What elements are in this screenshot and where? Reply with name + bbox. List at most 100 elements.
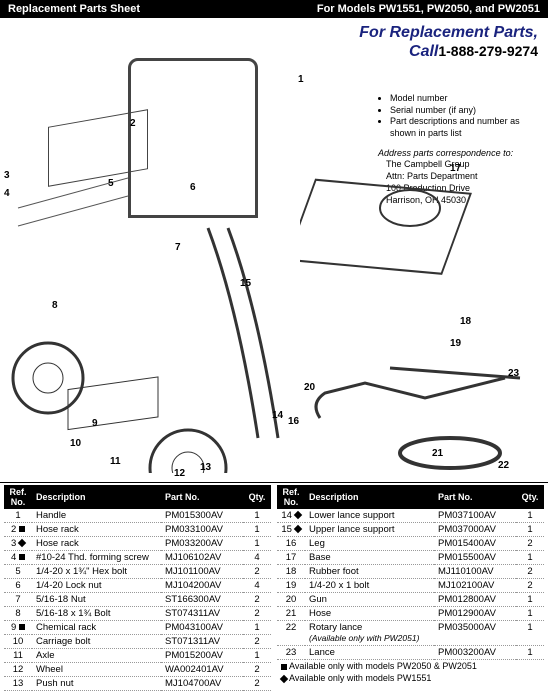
- cell-desc: 1/4-20 Lock nut: [32, 579, 161, 593]
- table-row: 5 1/4-20 x 1¾" Hex boltMJ101100AV2: [4, 565, 271, 579]
- cell-desc: Handle: [32, 509, 161, 523]
- cell-desc: Lower lance support: [305, 509, 434, 523]
- callout-10: 10: [70, 438, 81, 449]
- table-row: 15 Upper lance supportPM037000AV1: [277, 523, 544, 537]
- cell-partno: MJ106102AV: [161, 551, 243, 565]
- th-ref: Ref.No.: [4, 485, 32, 509]
- callout-16: 16: [288, 416, 299, 427]
- cell-desc: 5/16-18 Nut: [32, 593, 161, 607]
- table-row: 2 Hose rackPM033100AV1: [4, 523, 271, 537]
- parts-tables: Ref.No. Description Part No. Qty. 1 Hand…: [0, 483, 548, 699]
- info-bullet: Model number: [390, 93, 538, 105]
- cell-ref: 22: [277, 621, 305, 646]
- table-row: 10 Carriage boltST071311AV2: [4, 635, 271, 649]
- table-row: 8 5/16-18 x 1¾ BoltST074311AV2: [4, 607, 271, 621]
- cell-ref: 7: [4, 593, 32, 607]
- callout-15: 15: [240, 278, 251, 289]
- cell-desc: Leg: [305, 537, 434, 551]
- table-left: Ref.No. Description Part No. Qty. 1 Hand…: [4, 485, 271, 691]
- table-row: 11 AxlePM015200AV1: [4, 649, 271, 663]
- addr-title: Address parts correspondence to:: [378, 148, 538, 160]
- cell-partno: PM033100AV: [161, 523, 243, 537]
- diagram-area: For Replacement Parts, Call1-888-279-927…: [0, 18, 548, 483]
- cell-partno: ST074311AV: [161, 607, 243, 621]
- cell-qty: 2: [243, 607, 271, 621]
- cell-ref: 20: [277, 593, 305, 607]
- cell-partno: ST071311AV: [161, 635, 243, 649]
- cell-ref: 23: [277, 646, 305, 660]
- cell-qty: 2: [516, 537, 544, 551]
- callout-7: 7: [175, 242, 181, 253]
- cell-desc: Hose rack: [32, 523, 161, 537]
- cell-partno: MJ104200AV: [161, 579, 243, 593]
- cell-qty: 1: [516, 551, 544, 565]
- info-bullet: Serial number (if any): [390, 105, 538, 117]
- cell-desc: Upper lance support: [305, 523, 434, 537]
- cell-ref: 16: [277, 537, 305, 551]
- call-block: For Replacement Parts, Call1-888-279-927…: [359, 23, 538, 61]
- cell-desc: 5/16-18 x 1¾ Bolt: [32, 607, 161, 621]
- cell-partno: PM033200AV: [161, 537, 243, 551]
- cell-partno: PM037000AV: [434, 523, 516, 537]
- callout-19: 19: [450, 338, 461, 349]
- cell-ref: 1: [4, 509, 32, 523]
- th-qty: Qty.: [516, 485, 544, 509]
- table-row: 1 HandlePM015300AV1: [4, 509, 271, 523]
- table-row: 4 #10-24 Thd. forming screwMJ106102AV4: [4, 551, 271, 565]
- footnote: Available only with models PW2050 & PW20…: [277, 660, 544, 672]
- cell-qty: 4: [243, 579, 271, 593]
- cell-ref: 9: [4, 621, 32, 635]
- cell-ref: 18: [277, 565, 305, 579]
- cell-desc: Lance: [305, 646, 434, 660]
- cell-qty: 1: [243, 649, 271, 663]
- callout-5: 5: [108, 178, 114, 189]
- table-row: 6 1/4-20 Lock nutMJ104200AV4: [4, 579, 271, 593]
- callout-21: 21: [432, 448, 443, 459]
- table-row: 22 Rotary lance(Available only with PW20…: [277, 621, 544, 646]
- cell-desc: Chemical rack: [32, 621, 161, 635]
- call-line1: For Replacement Parts,: [359, 23, 538, 42]
- cell-partno: ST166300AV: [161, 593, 243, 607]
- cell-qty: 1: [516, 646, 544, 660]
- table-row: 7 5/16-18 NutST166300AV2: [4, 593, 271, 607]
- th-desc: Description: [305, 485, 434, 509]
- callout-12: 12: [174, 468, 185, 479]
- cell-qty: 1: [243, 523, 271, 537]
- callout-14: 14: [272, 410, 283, 421]
- parts-table-right: Ref.No. Description Part No. Qty. 14 Low…: [277, 485, 544, 660]
- cell-desc: Axle: [32, 649, 161, 663]
- th-qty: Qty.: [243, 485, 271, 509]
- cell-ref: 5: [4, 565, 32, 579]
- cell-qty: 4: [243, 551, 271, 565]
- table-right: Ref.No. Description Part No. Qty. 14 Low…: [277, 485, 544, 691]
- header-bar: Replacement Parts Sheet For Models PW155…: [0, 0, 548, 18]
- cell-partno: PM037100AV: [434, 509, 516, 523]
- info-bullet: Part descriptions and number as shown in…: [390, 116, 538, 139]
- cell-qty: 2: [516, 579, 544, 593]
- cell-ref: 15: [277, 523, 305, 537]
- callout-17: 17: [450, 163, 461, 174]
- table-row: 14 Lower lance supportPM037100AV1: [277, 509, 544, 523]
- header-right: For Models PW1551, PW2050, and PW2051: [317, 3, 540, 15]
- cell-qty: 2: [516, 565, 544, 579]
- cell-qty: 1: [243, 509, 271, 523]
- cell-qty: 1: [516, 523, 544, 537]
- cell-ref: 8: [4, 607, 32, 621]
- cell-partno: PM015400AV: [434, 537, 516, 551]
- phone-number: 1-888-279-9274: [438, 43, 538, 59]
- table-row: 3 Hose rackPM033200AV1: [4, 537, 271, 551]
- cell-partno: MJ110100AV: [434, 565, 516, 579]
- cell-qty: 2: [243, 593, 271, 607]
- cell-desc: Push nut: [32, 677, 161, 691]
- callout-4: 4: [4, 188, 10, 199]
- call-line2: Call: [409, 43, 438, 60]
- table-row: 19 1/4-20 x 1 boltMJ102100AV2: [277, 579, 544, 593]
- cell-partno: WA002401AV: [161, 663, 243, 677]
- cell-partno: PM035000AV: [434, 621, 516, 646]
- footnote: Available only with models PW1551: [277, 672, 544, 684]
- cell-desc: Base: [305, 551, 434, 565]
- table-row: 12 WheelWA002401AV2: [4, 663, 271, 677]
- cell-ref: 19: [277, 579, 305, 593]
- parts-table-left: Ref.No. Description Part No. Qty. 1 Hand…: [4, 485, 271, 691]
- cell-ref: 10: [4, 635, 32, 649]
